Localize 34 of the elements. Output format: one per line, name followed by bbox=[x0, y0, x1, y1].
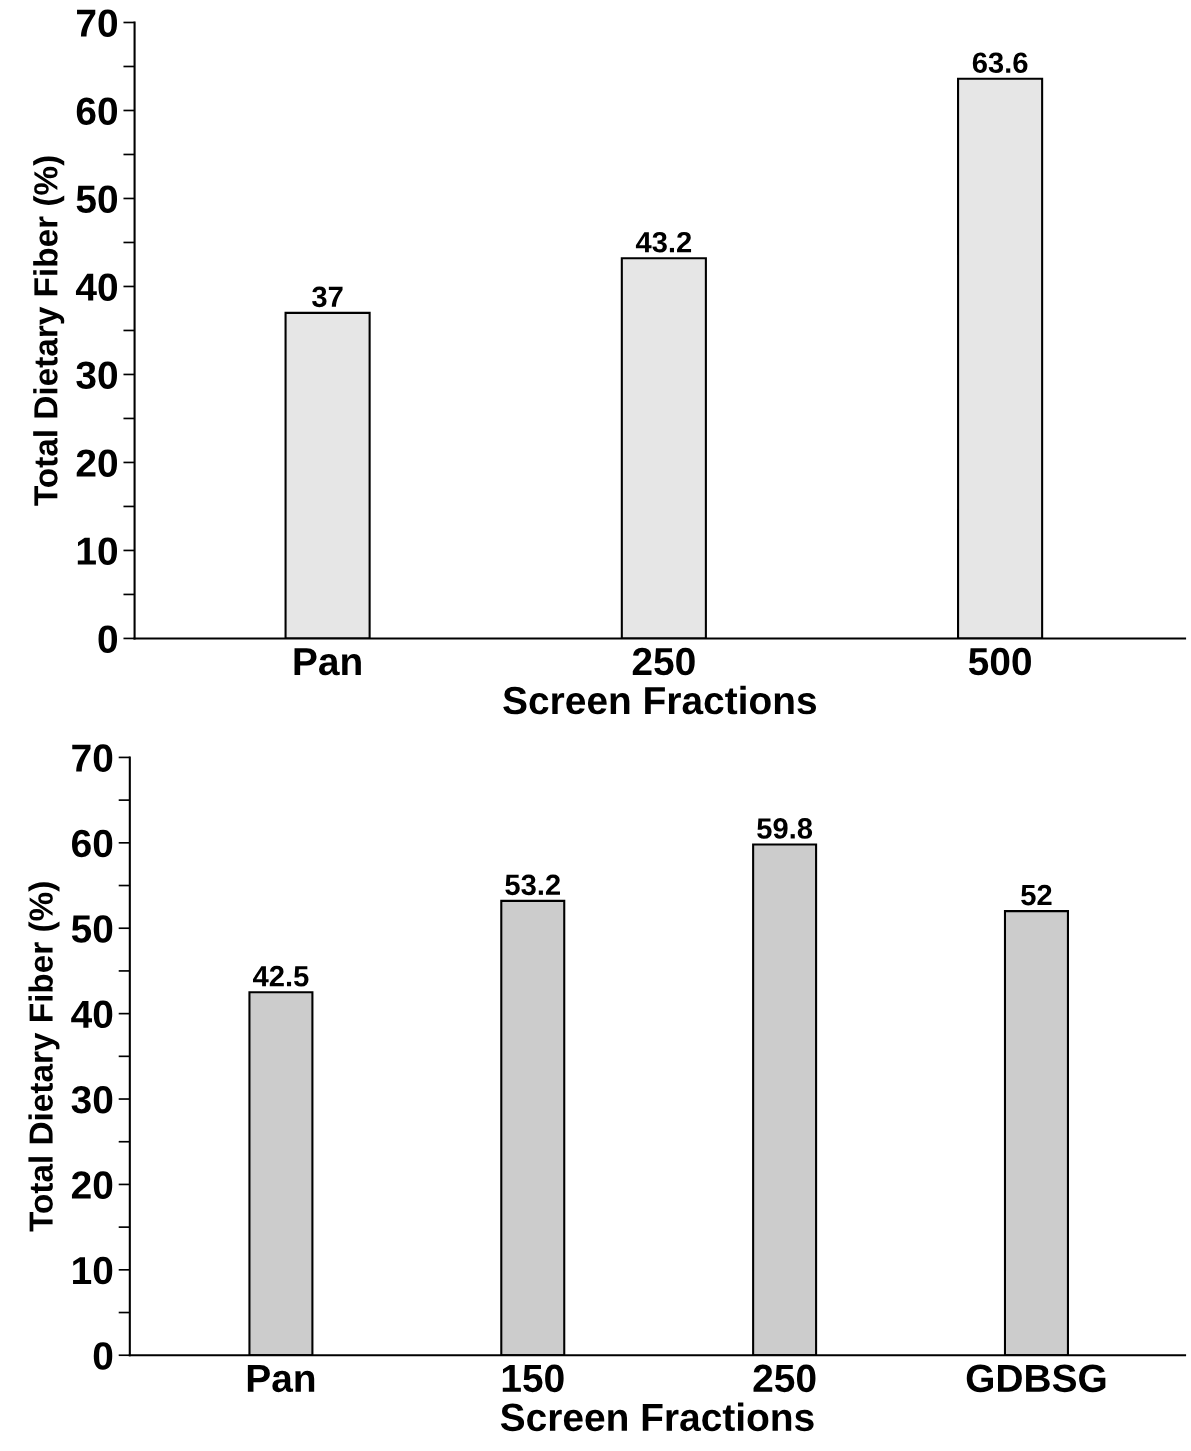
data-label: 53.2 bbox=[505, 874, 560, 896]
y-axis-title: Total Dietary Fiber (%) bbox=[33, 156, 65, 506]
data-label: 43.2 bbox=[635, 231, 692, 253]
y-tick-label: 60 bbox=[76, 97, 118, 125]
y-tick-label: 10 bbox=[73, 1256, 113, 1285]
data-label: 63.6 bbox=[972, 52, 1028, 74]
x-tick-label: 250 bbox=[632, 647, 695, 676]
y-tick-label: 0 bbox=[98, 625, 118, 653]
data-label: 42.5 bbox=[252, 965, 309, 987]
data-label: 59.8 bbox=[757, 818, 813, 839]
y-tick-label: 20 bbox=[76, 449, 118, 477]
x-tick-label: 150 bbox=[502, 1364, 564, 1393]
y-tick-label: 50 bbox=[76, 185, 118, 213]
y-tick-label: 0 bbox=[93, 1342, 113, 1370]
y-tick-label: 70 bbox=[77, 9, 118, 37]
y-tick-label: 40 bbox=[75, 273, 118, 301]
x-tick-label: 250 bbox=[753, 1364, 816, 1393]
y-axis-title: Total Dietary Fiber (%) bbox=[28, 882, 60, 1232]
y-tick-label: 40 bbox=[71, 1000, 113, 1029]
x-tick-label: Pan bbox=[294, 648, 361, 676]
y-tick-label: 20 bbox=[71, 1171, 113, 1199]
y-tick-label: 30 bbox=[71, 1085, 113, 1114]
x-tick-label: Pan bbox=[247, 1365, 315, 1393]
data-label: 37 bbox=[312, 286, 343, 308]
x-axis-title: Screen Fractions bbox=[503, 685, 817, 715]
x-tick-label: 500 bbox=[968, 647, 1031, 676]
y-tick-label: 30 bbox=[76, 361, 118, 389]
x-axis-title: Screen Fractions bbox=[500, 1402, 814, 1432]
y-tick-label: 10 bbox=[77, 537, 118, 565]
y-tick-label: 60 bbox=[72, 829, 113, 858]
y-tick-label: 70 bbox=[72, 744, 113, 772]
data-label: 52 bbox=[1021, 884, 1052, 906]
x-tick-label: GDBSG bbox=[966, 1364, 1106, 1393]
y-tick-label: 50 bbox=[71, 915, 113, 943]
